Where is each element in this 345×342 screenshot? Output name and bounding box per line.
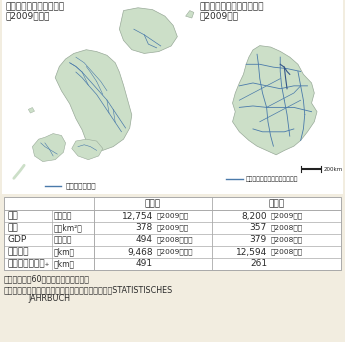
Text: 357: 357 <box>250 224 267 233</box>
Bar <box>4 197 341 270</box>
Text: 日本の高規格幹線道路網: 日本の高規格幹線道路網 <box>5 2 64 11</box>
Text: （2009年）: （2009年） <box>271 213 303 219</box>
Polygon shape <box>186 11 194 18</box>
Polygon shape <box>233 45 317 155</box>
Polygon shape <box>119 8 177 53</box>
Text: （2009年度）: （2009年度） <box>157 249 194 255</box>
Text: GDP: GDP <box>7 236 26 245</box>
Text: 9,468: 9,468 <box>127 248 153 256</box>
Text: （2009年度）: （2009年度） <box>5 11 49 20</box>
Polygon shape <box>32 134 66 161</box>
Text: 日　本: 日 本 <box>145 199 161 208</box>
Text: （注）　人口60万人以上の都市を対象: （注） 人口60万人以上の都市を対象 <box>4 274 90 283</box>
Text: 供用延長: 供用延長 <box>7 248 29 256</box>
Text: （2009年）: （2009年） <box>157 225 189 231</box>
Text: （2008年）: （2008年） <box>271 237 303 243</box>
Text: 資料）総務省資料、内閣府資料、国土交通省資料、STATISTISCHES: 資料）総務省資料、内閣府資料、国土交通省資料、STATISTISCHES <box>4 285 173 294</box>
Text: 12,594: 12,594 <box>236 248 267 256</box>
Text: （km）: （km） <box>54 248 75 256</box>
Polygon shape <box>28 107 34 113</box>
Bar <box>2 0 343 194</box>
Polygon shape <box>55 50 132 150</box>
Polygon shape <box>72 139 103 160</box>
Text: 面積: 面積 <box>7 224 18 233</box>
Text: 高規格幹線道路: 高規格幹線道路 <box>66 183 96 189</box>
Text: （2009年）: （2009年） <box>200 11 239 20</box>
Text: 平均都市間距離₊: 平均都市間距離₊ <box>7 260 49 268</box>
Text: JAHRBUCH: JAHRBUCH <box>28 294 70 303</box>
Text: （2008年）: （2008年） <box>271 249 303 255</box>
Text: 379: 379 <box>250 236 267 245</box>
Text: （2008年）: （2008年） <box>271 225 303 231</box>
Text: 261: 261 <box>250 260 267 268</box>
Text: ドイツ: ドイツ <box>268 199 285 208</box>
Text: 491: 491 <box>136 260 153 268</box>
Text: 8,200: 8,200 <box>241 211 267 221</box>
Text: （千km²）: （千km²） <box>54 224 83 233</box>
Text: （km）: （km） <box>54 260 75 268</box>
Text: （2008年度）: （2008年度） <box>157 237 194 243</box>
Text: 連邦高速道路（アウトバーン）: 連邦高速道路（アウトバーン） <box>246 176 299 182</box>
Text: 494: 494 <box>136 236 153 245</box>
Text: 200km: 200km <box>324 167 343 172</box>
Text: （万人）: （万人） <box>54 211 72 221</box>
Text: （兆円）: （兆円） <box>54 236 72 245</box>
Text: 12,754: 12,754 <box>122 211 153 221</box>
Text: （2009年）: （2009年） <box>157 213 189 219</box>
Text: 378: 378 <box>136 224 153 233</box>
Text: ドイツの高規格幹線道路網: ドイツの高規格幹線道路網 <box>200 2 265 11</box>
Text: 人口: 人口 <box>7 211 18 221</box>
